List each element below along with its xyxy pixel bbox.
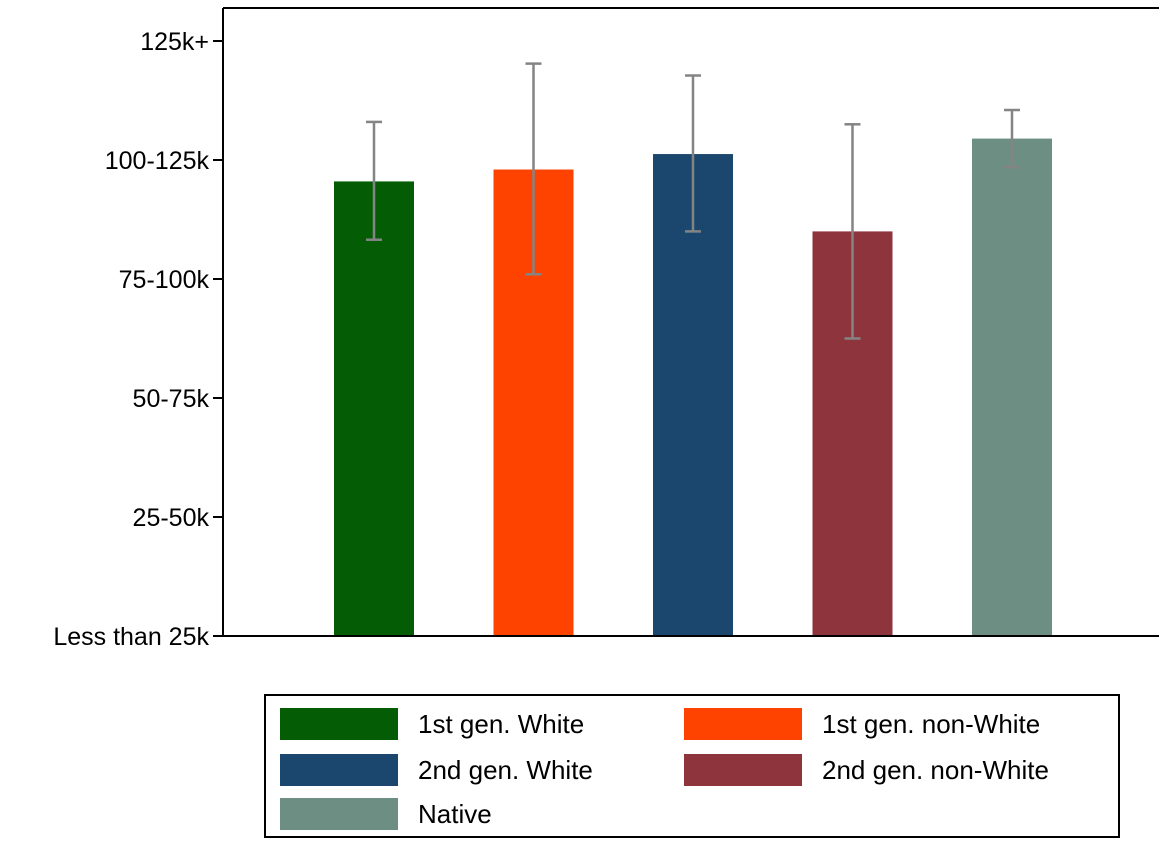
legend-item-1st-gen-non-white: 1st gen. non-White [684, 706, 1040, 742]
error-bar-1 [525, 62, 542, 276]
legend-item-2nd-gen-non-white: 2nd gen. non-White [684, 752, 1049, 788]
error-bars-layer [366, 62, 1020, 340]
legend-label: 2nd gen. non-White [822, 754, 1049, 785]
bar-2 [653, 154, 733, 637]
y-tick-label-5: 125k+ [140, 28, 209, 56]
legend-swatch [684, 754, 802, 786]
legend: 1st gen. White 1st gen. non-White 2nd ge… [264, 694, 1120, 838]
legend-label: 2nd gen. White [418, 754, 593, 785]
error-bar-4 [1004, 108, 1020, 169]
y-tick-label-3: 75-100k [119, 266, 210, 294]
legend-item-1st-gen-white: 1st gen. White [280, 706, 584, 742]
legend-swatch [280, 798, 398, 830]
error-bar-2 [685, 74, 701, 233]
bar-4 [972, 138, 1052, 636]
error-bar-0 [366, 120, 382, 241]
legend-item-2nd-gen-white: 2nd gen. White [280, 752, 593, 788]
axes-layer: Less than 25k 25-50k 50-75k 75-100k 100-125k… [53, 7, 1159, 651]
legend-label: 1st gen. non-White [822, 708, 1041, 739]
y-tick-label-0: Less than 25k [53, 623, 209, 651]
y-tick-label-2: 50-75k [133, 385, 210, 413]
legend-label: Native [418, 798, 492, 829]
bar-0 [334, 181, 414, 637]
y-tick-label-1: 25-50k [133, 504, 210, 532]
legend-item-native: Native [280, 796, 492, 832]
y-tick-label-4: 100-125k [105, 147, 210, 175]
legend-swatch [684, 708, 802, 740]
legend-label: 1st gen. White [418, 708, 585, 739]
legend-swatch [280, 754, 398, 786]
legend-swatch [280, 708, 398, 740]
error-bar-3 [844, 123, 861, 340]
bar-chart: Less than 25k 25-50k 50-75k 75-100k 100-125k… [53, 7, 1159, 651]
